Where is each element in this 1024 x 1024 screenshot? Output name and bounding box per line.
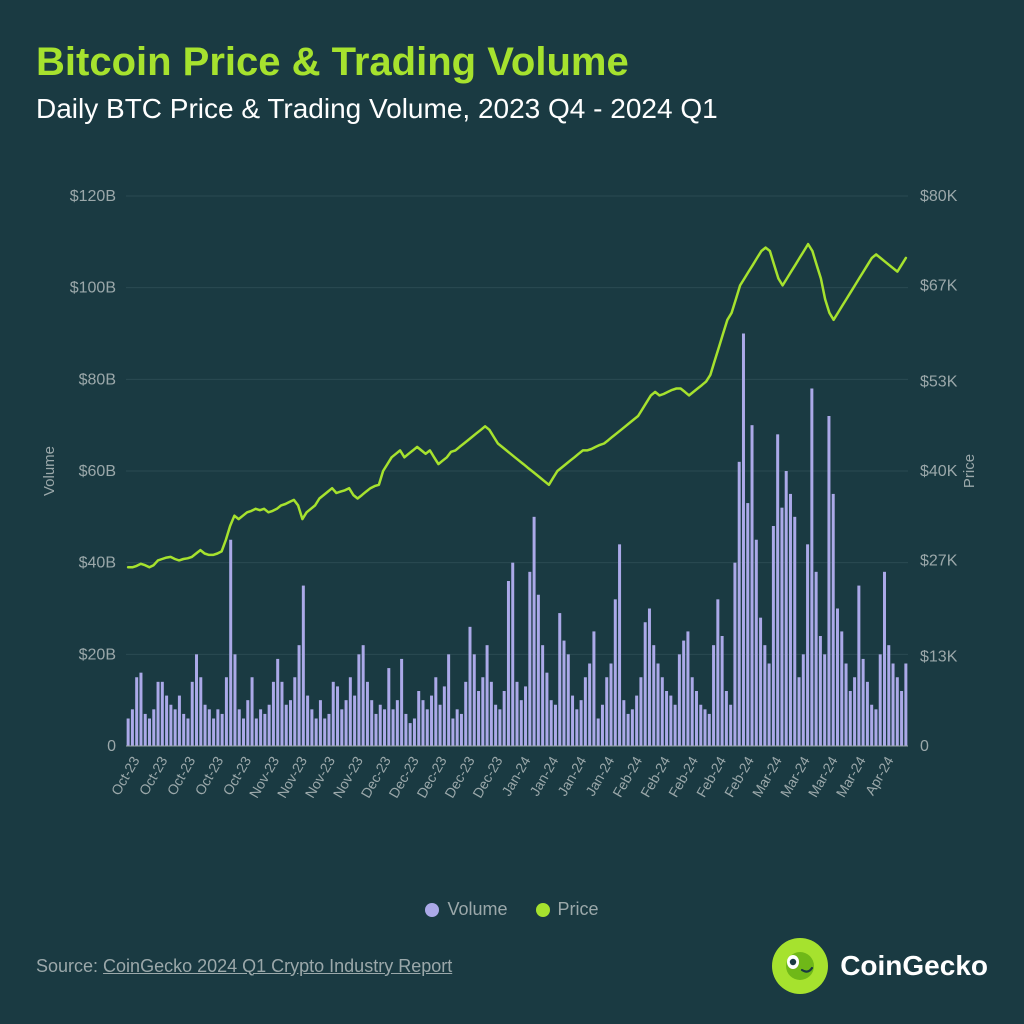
- svg-text:$40K: $40K: [920, 463, 958, 480]
- legend-item-volume: Volume: [425, 899, 507, 920]
- svg-text:$120B: $120B: [70, 188, 116, 205]
- brand-block: CoinGecko: [772, 938, 988, 994]
- svg-text:$100B: $100B: [70, 280, 116, 297]
- legend: Volume Price: [36, 899, 988, 920]
- svg-text:$40B: $40B: [79, 555, 116, 572]
- svg-text:Apr-24: Apr-24: [862, 753, 897, 798]
- combo-chart-svg: 0 $20B $40B $60B $80B $100B $120B 0 $13K $27K $40K…: [36, 145, 988, 887]
- chart-container: Bitcoin Price & Trading Volume Daily BTC…: [0, 0, 1024, 1024]
- chart-subtitle: Daily BTC Price & Trading Volume, 2023 Q…: [36, 93, 988, 125]
- legend-dot-price: [536, 903, 550, 917]
- legend-dot-volume: [425, 903, 439, 917]
- legend-item-price: Price: [536, 899, 599, 920]
- brand-name: CoinGecko: [840, 950, 988, 982]
- source-link[interactable]: CoinGecko 2024 Q1 Crypto Industry Report: [103, 956, 452, 976]
- svg-text:0: 0: [920, 738, 929, 755]
- svg-text:$80B: $80B: [79, 371, 116, 388]
- svg-text:0: 0: [107, 738, 116, 755]
- footer: Source: CoinGecko 2024 Q1 Crypto Industr…: [36, 938, 988, 994]
- legend-label-price: Price: [558, 899, 599, 920]
- svg-text:Price: Price: [961, 454, 978, 488]
- coingecko-logo-icon: [772, 938, 828, 994]
- svg-text:$60B: $60B: [79, 463, 116, 480]
- chart-title: Bitcoin Price & Trading Volume: [36, 40, 988, 85]
- svg-text:$27K: $27K: [920, 552, 958, 569]
- svg-text:$53K: $53K: [920, 374, 958, 391]
- svg-text:$20B: $20B: [79, 646, 116, 663]
- svg-text:$80K: $80K: [920, 188, 958, 205]
- legend-label-volume: Volume: [447, 899, 507, 920]
- source-text: Source: CoinGecko 2024 Q1 Crypto Industr…: [36, 956, 452, 977]
- svg-text:Volume: Volume: [41, 446, 58, 496]
- svg-text:$13K: $13K: [920, 649, 958, 666]
- svg-text:$67K: $67K: [920, 277, 958, 294]
- source-prefix: Source:: [36, 956, 103, 976]
- chart-area: 0 $20B $40B $60B $80B $100B $120B 0 $13K $27K $40K…: [36, 145, 988, 887]
